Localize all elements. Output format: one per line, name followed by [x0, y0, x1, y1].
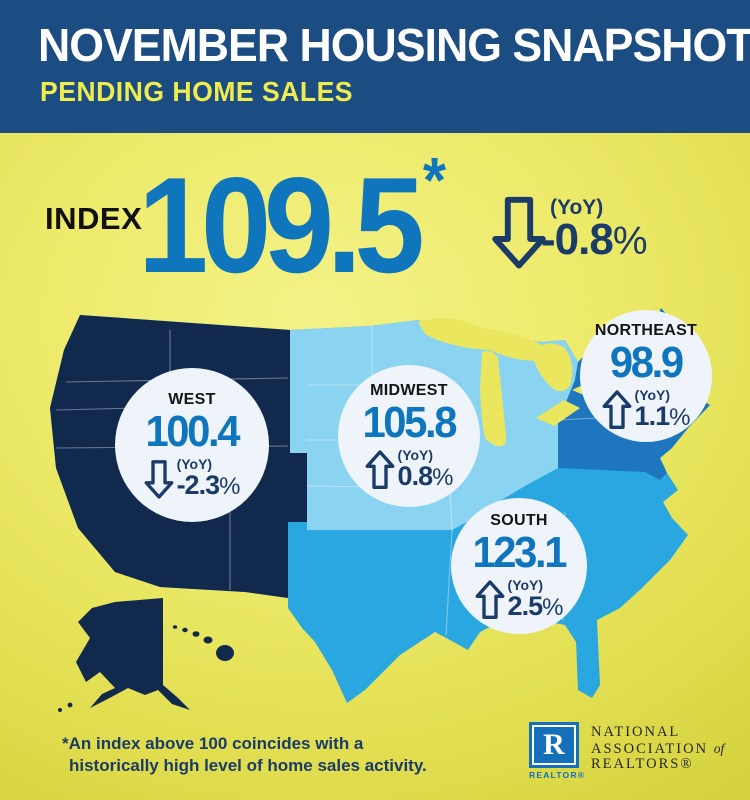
up-arrow-icon — [365, 450, 394, 490]
percent-sign: % — [669, 404, 691, 432]
region-badge-northeast: NORTHEAST 98.9 (YoY) 1.1% — [580, 310, 712, 442]
national-yoy-label: (YoY) — [550, 196, 604, 219]
asterisk: * — [422, 144, 447, 216]
percent-sign: % — [432, 464, 454, 492]
nar-of: of — [713, 740, 725, 756]
region-badge-west: WEST 100.4 (YoY) -2.3% — [115, 368, 269, 522]
region-yoy-label: (YoY) — [634, 387, 671, 404]
nar-line2: ASSOCIATION of — [591, 741, 724, 758]
region-yoy-value: 0.8% — [398, 463, 454, 490]
region-badge-south: SOUTH 123.1 (YoY) 2.5% — [451, 498, 587, 634]
region-yoy-label: (YoY) — [507, 577, 544, 594]
nar-logo: R REALTOR® NATIONAL ASSOCIATION of REALT… — [529, 722, 724, 780]
hawaii-island — [172, 625, 178, 629]
hawaii-shape — [172, 625, 234, 661]
region-index-value: 123.1 — [472, 527, 568, 577]
lake-superior — [418, 318, 553, 361]
footnote: *An index above 100 coincides with a his… — [62, 733, 427, 777]
region-yoy-value: 2.5% — [508, 593, 564, 620]
region-name: WEST — [168, 390, 216, 408]
region-index-value: 105.8 — [362, 397, 458, 447]
national-index-value: 109.5* — [138, 148, 446, 293]
hawaii-island — [203, 636, 213, 644]
region-badge-midwest: MIDWEST 105.8 (YoY) 0.8% — [338, 365, 480, 507]
percent-sign: % — [612, 220, 648, 263]
region-yoy-label: (YoY) — [176, 456, 213, 473]
index-label: INDEX — [45, 201, 143, 236]
nar-line1: NATIONAL — [591, 724, 681, 740]
lake-huron — [532, 343, 573, 391]
lake-erie — [536, 400, 580, 426]
realtor-r-letter: R — [543, 728, 565, 761]
aleutian-island — [67, 702, 73, 708]
nar-line3: REALTORS® — [591, 756, 694, 772]
realtor-r-icon: R — [529, 722, 579, 768]
percent-sign: % — [542, 594, 564, 622]
nar-wordmark: NATIONAL ASSOCIATION of REALTORS® — [591, 722, 724, 780]
up-arrow-icon — [602, 390, 631, 430]
region-index-value: 98.9 — [610, 337, 684, 387]
national-yoy-number: -0.8 — [541, 215, 614, 264]
region-yoy-value: -2.3% — [177, 472, 241, 499]
region-name: NORTHEAST — [594, 321, 698, 339]
region-yoy-label: (YoY) — [397, 447, 434, 464]
down-arrow-icon — [492, 196, 546, 269]
lake-michigan — [480, 350, 507, 447]
page-subtitle: PENDING HOME SALES — [40, 76, 354, 107]
yoy-number: -2.3 — [176, 470, 221, 501]
region-name: SOUTH — [490, 511, 548, 529]
footnote-line2: historically high level of home sales ac… — [69, 756, 427, 776]
yoy-number: 0.8 — [397, 461, 434, 492]
nar-association: ASSOCIATION — [591, 740, 709, 757]
hawaii-island — [192, 631, 200, 637]
region-name: MIDWEST — [370, 381, 448, 399]
national-yoy-value: -0.8% — [541, 215, 648, 265]
region-index-value: 100.4 — [145, 406, 241, 456]
footnote-line1: *An index above 100 coincides with a — [62, 734, 364, 753]
hawaii-big-island — [216, 645, 234, 661]
page-title: NOVEMBER HOUSING SNAPSHOT — [38, 19, 750, 71]
realtor-logo-block: R REALTOR® — [529, 722, 586, 780]
aleutian-island — [58, 708, 62, 712]
realtor-label: REALTOR® — [529, 770, 586, 780]
up-arrow-icon — [475, 580, 504, 620]
down-arrow-icon — [144, 460, 173, 499]
alaska-shape — [76, 598, 190, 710]
yoy-number: 2.5 — [507, 591, 544, 622]
yoy-number: 1.1 — [634, 401, 671, 432]
percent-sign: % — [219, 473, 241, 501]
index-number: 109.5 — [138, 149, 425, 301]
region-yoy-value: 1.1% — [635, 403, 691, 430]
header: NOVEMBER HOUSING SNAPSHOT PENDING HOME S… — [0, 0, 750, 133]
hawaii-island — [182, 627, 188, 633]
